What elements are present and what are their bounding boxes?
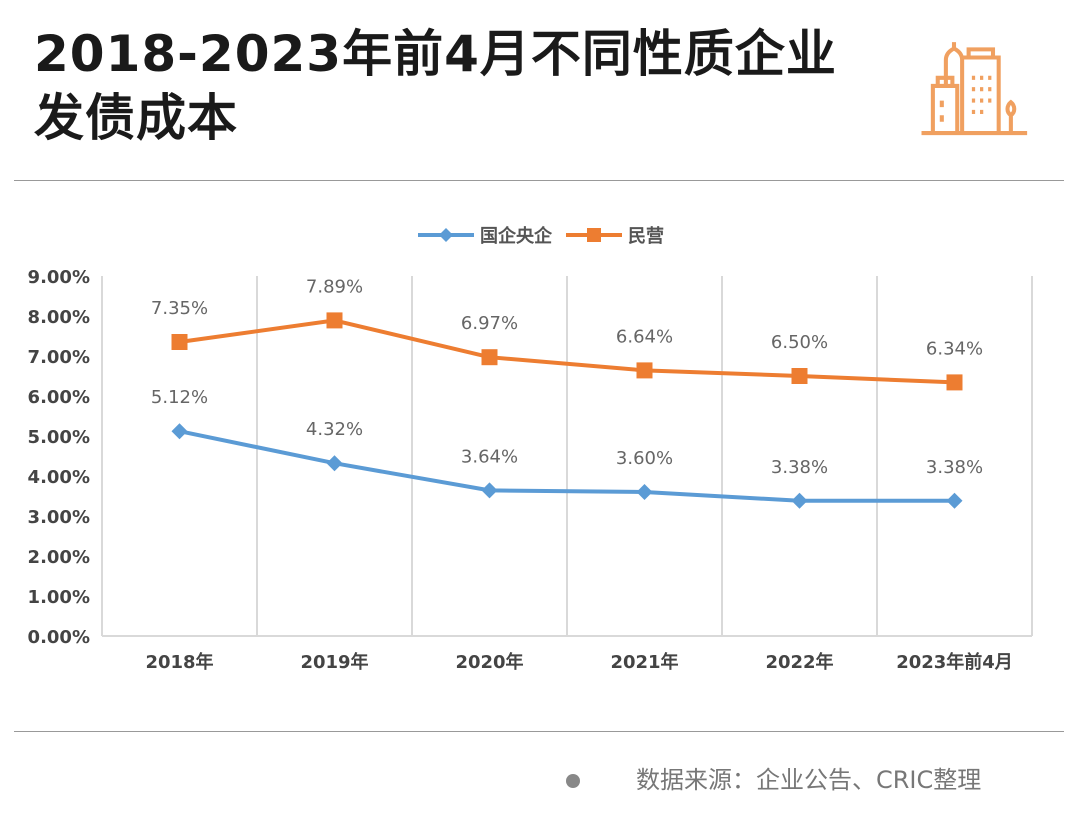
- x-tick-label: 2018年: [145, 651, 213, 673]
- data-label: 6.50%: [771, 332, 828, 353]
- city-buildings-icon: [921, 42, 1028, 136]
- series-line: [179, 318, 955, 385]
- source-text: 数据来源：企业公告、CRIC整理: [636, 766, 982, 794]
- x-tick-label: 2020年: [455, 651, 523, 673]
- data-label: 6.97%: [461, 313, 518, 334]
- y-tick-label: 6.00%: [28, 387, 90, 408]
- legend-marker: [587, 228, 601, 242]
- x-tick-label: 2022年: [765, 651, 833, 673]
- x-tick-label: 2023年前4月: [896, 651, 1013, 673]
- divider: [14, 180, 1064, 181]
- data-point: [171, 334, 188, 350]
- data-label: 7.89%: [306, 276, 363, 297]
- y-tick-label: 2.00%: [28, 547, 90, 568]
- y-tick-label: 0.00%: [28, 627, 90, 648]
- data-label: 6.34%: [926, 338, 983, 359]
- y-tick-label: 5.00%: [28, 427, 90, 448]
- data-label: 5.12%: [151, 387, 208, 408]
- data-label: 4.32%: [306, 419, 363, 440]
- data-point: [171, 423, 188, 440]
- y-tick-label: 4.00%: [28, 467, 90, 488]
- legend-label: 民营: [628, 225, 664, 247]
- data-label: 6.64%: [616, 326, 673, 347]
- legend-marker: [439, 228, 453, 242]
- data-point: [481, 482, 498, 499]
- y-tick-label: 7.00%: [28, 347, 90, 368]
- data-label: 3.38%: [926, 457, 983, 478]
- data-point: [326, 455, 343, 472]
- x-tick-label: 2021年: [610, 651, 678, 673]
- data-point: [326, 312, 343, 329]
- data-point: [481, 349, 498, 366]
- data-point: [636, 484, 653, 500]
- data-label: 3.38%: [771, 457, 828, 478]
- source-note: 数据来源：企业公告、CRIC整理: [566, 760, 981, 795]
- series-line: [179, 429, 955, 503]
- legend-label: 国企央企: [480, 225, 553, 247]
- data-label: 3.64%: [461, 446, 518, 467]
- y-tick-label: 9.00%: [28, 267, 90, 288]
- data-point: [946, 492, 963, 509]
- page-title: 2018-2023年前4月不同性质企业发债成本: [34, 25, 837, 147]
- y-tick-label: 8.00%: [28, 307, 90, 328]
- y-tick-label: 3.00%: [28, 507, 90, 528]
- divider: [14, 731, 1064, 732]
- bullet-icon: [566, 774, 580, 788]
- data-point: [791, 368, 808, 384]
- y-tick-label: 1.00%: [28, 587, 90, 608]
- data-label: 7.35%: [151, 298, 208, 319]
- data-point: [946, 374, 963, 391]
- data-label: 3.60%: [616, 448, 673, 469]
- data-point: [636, 362, 653, 379]
- data-point: [791, 492, 808, 509]
- x-tick-label: 2019年: [300, 651, 368, 673]
